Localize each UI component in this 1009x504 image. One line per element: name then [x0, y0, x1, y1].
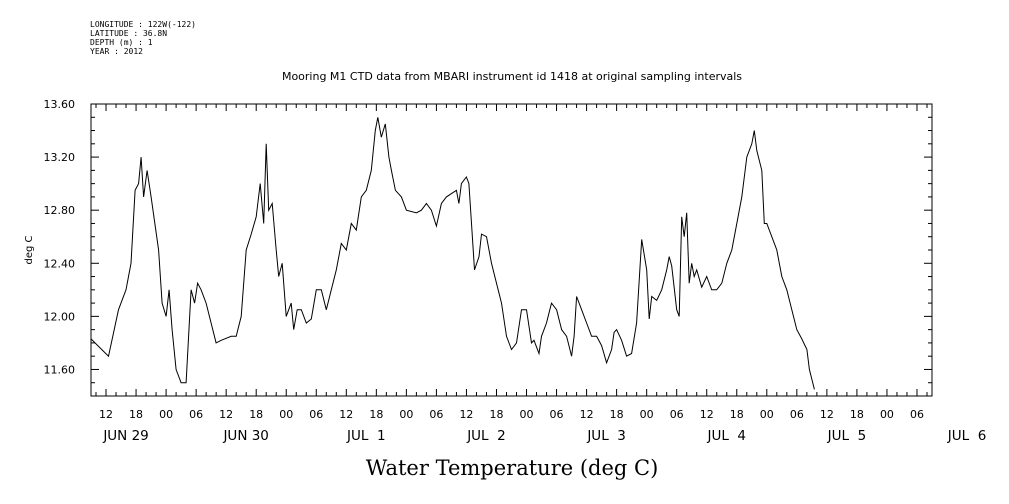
x-tick-label: 00	[399, 408, 413, 421]
y-axis-label: deg C	[24, 235, 35, 264]
chart-title: Mooring M1 CTD data from MBARI instrumen…	[282, 70, 742, 83]
y-tick-label: 11.60	[44, 363, 76, 376]
plot-frame	[90, 103, 933, 397]
y-tick-label: 12.80	[44, 204, 76, 217]
x-tick-label: 18	[249, 408, 263, 421]
metadata-header: LONGITUDE : 122W(-122) LATITUDE : 36.8N …	[90, 20, 196, 56]
x-tick-label: 06	[790, 408, 804, 421]
x-day-label: JUL 3	[586, 428, 626, 444]
x-tick-label: 18	[610, 408, 624, 421]
x-tick-label: 06	[910, 408, 924, 421]
x-tick-label: 12	[700, 408, 714, 421]
x-tick-label: 06	[550, 408, 564, 421]
longitude-label: LONGITUDE : 122W(-122)	[90, 20, 196, 29]
x-tick-label: 18	[489, 408, 503, 421]
x-day-label: JUN 29	[102, 428, 148, 444]
x-tick-label: 06	[189, 408, 203, 421]
x-day-label: JUL 4	[706, 428, 746, 444]
x-axis-label: Water Temperature (deg C)	[366, 456, 659, 480]
axes: 11.60 12.00 12.40 12.80 13.20 13.60 12 18 00 06 12…	[44, 98, 987, 444]
y-tick-label: 13.60	[44, 98, 76, 111]
x-tick-label: 18	[369, 408, 383, 421]
y-tick-label: 12.40	[44, 257, 76, 270]
x-tick-label: 12	[219, 408, 233, 421]
x-tick-label: 06	[429, 408, 443, 421]
x-tick-label: 12	[820, 408, 834, 421]
x-tick-label: 12	[99, 408, 113, 421]
x-tick-label: 12	[580, 408, 594, 421]
depth-label: DEPTH (m) : 1	[90, 38, 153, 47]
year-label: YEAR : 2012	[90, 47, 143, 56]
x-day-label: JUL 5	[827, 428, 867, 444]
x-day-label: JUL 1	[346, 428, 386, 444]
latitude-label: LATITUDE : 36.8N	[90, 29, 168, 38]
x-tick-label: 18	[730, 408, 744, 421]
x-tick-label: 00	[520, 408, 534, 421]
x-tick-label: 06	[309, 408, 323, 421]
series-line	[90, 117, 815, 390]
x-day-label: JUN 30	[222, 428, 268, 444]
x-tick-label: 12	[459, 408, 473, 421]
x-tick-label: 00	[279, 408, 293, 421]
x-tick-label: 18	[129, 408, 143, 421]
x-day-label: JUL 2	[466, 428, 506, 444]
x-tick-label: 06	[670, 408, 684, 421]
x-tick-label: 00	[159, 408, 173, 421]
x-day-label: JUL 6	[947, 428, 987, 444]
x-tick-label: 00	[640, 408, 654, 421]
x-tick-label: 00	[880, 408, 894, 421]
x-tick-label: 00	[760, 408, 774, 421]
x-tick-label: 12	[339, 408, 353, 421]
y-tick-label: 13.20	[44, 151, 76, 164]
x-tick-label: 18	[850, 408, 864, 421]
y-tick-label: 12.00	[44, 310, 76, 323]
